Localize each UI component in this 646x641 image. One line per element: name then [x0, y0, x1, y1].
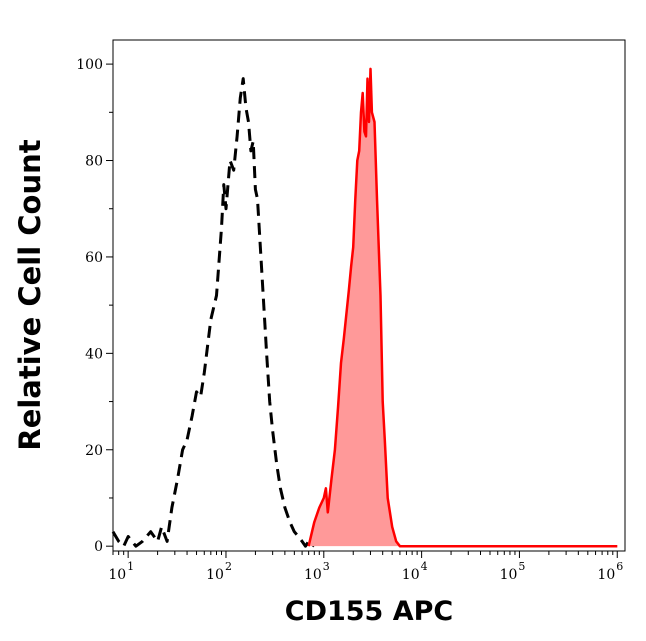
y-axis-ticks: 0 20 40 60 80 100: [76, 57, 113, 555]
x-tick-exponent: 4: [421, 560, 428, 573]
y-tick-label: 0: [94, 539, 103, 555]
y-tick-label: 40: [85, 346, 103, 362]
x-tick-exponent: 3: [323, 560, 330, 573]
series-line-stained: [307, 67, 618, 548]
x-tick-label: 10: [597, 567, 615, 583]
plot-frame: [112, 39, 626, 552]
y-tick-label: 80: [85, 154, 103, 170]
y-tick-label: 60: [85, 250, 103, 266]
x-tick-exponent: 2: [225, 560, 232, 573]
x-tick-label: 10: [206, 567, 224, 583]
series-line-control: [111, 77, 316, 548]
x-tick-exponent: 6: [616, 560, 623, 573]
x-tick-label: 10: [304, 567, 322, 583]
x-tick-exponent: 1: [127, 560, 134, 573]
x-tick-label: 10: [500, 567, 518, 583]
series-layer: [111, 67, 618, 548]
y-axis-label: Relative Cell Count: [13, 139, 47, 450]
y-tick-label: 20: [85, 443, 103, 459]
series-area-fill: [308, 68, 618, 547]
x-tick-exponent: 5: [518, 560, 525, 573]
x-axis-label: CD155 APC: [285, 596, 454, 627]
y-tick-label: 100: [76, 57, 103, 73]
x-tick-label: 10: [402, 567, 420, 583]
x-tick-label: 10: [108, 567, 126, 583]
